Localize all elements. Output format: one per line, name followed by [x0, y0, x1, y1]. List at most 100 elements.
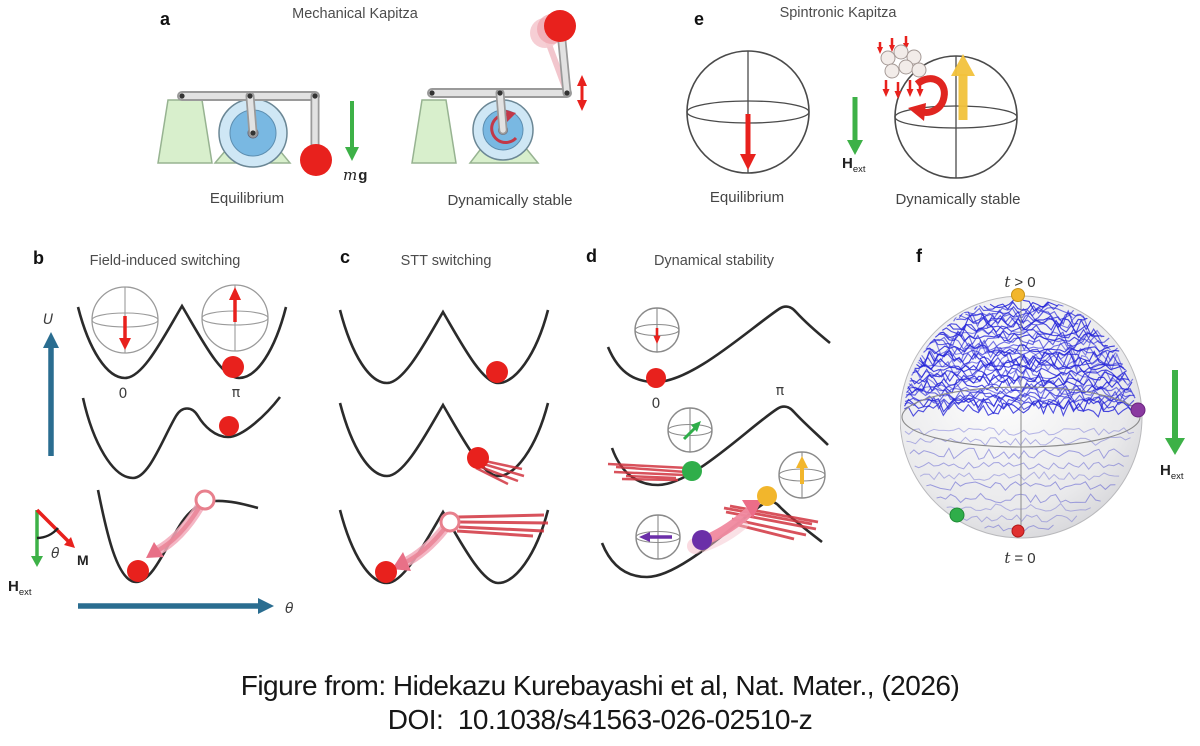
spin-up-arrow — [796, 456, 808, 468]
field-label: Hext — [1160, 462, 1184, 482]
bloch-sphere-rest — [634, 307, 680, 353]
pendulum-bob — [300, 144, 332, 176]
bloch-sphere-state-pi — [201, 284, 269, 352]
spin-current-electrons — [877, 36, 927, 99]
field-vector-arrow — [31, 556, 43, 567]
panel-b-letter: b — [33, 248, 44, 268]
panel-e: e Spintronic Kapitza Hext — [686, 5, 1021, 208]
field-arrow — [1165, 370, 1185, 455]
panel-d: d Dynamical stability 0 π — [586, 246, 831, 579]
double-well-curve — [338, 402, 550, 478]
well-zero-label: 0 — [119, 386, 128, 402]
spin-left-arrow — [639, 532, 650, 542]
dynamically-stable-label: Dynamically stable — [447, 192, 572, 209]
linkage-bars — [427, 26, 572, 135]
panel-e-title: Spintronic Kapitza — [780, 5, 898, 21]
bloch-sphere-dynamic — [894, 54, 1018, 179]
spin-up-arrow — [951, 54, 975, 76]
well-zero-label: 0 — [652, 396, 661, 412]
linkage-bars — [177, 91, 320, 151]
panel-b-title: Field-induced switching — [90, 253, 241, 269]
state-dot-green — [949, 507, 965, 523]
bloch-sphere-equilibrium — [686, 50, 810, 174]
panel-f: f t > 0 t = 0 Hext — [900, 246, 1185, 567]
state-ball-purple — [692, 530, 712, 550]
angle-label: θ — [51, 546, 60, 562]
caption-doi: DOI: 10.1038/s41563-026-02510-z — [387, 704, 813, 735]
double-well-curve — [338, 309, 550, 385]
time-zero-label: t = 0 — [1004, 549, 1035, 567]
oscillation-streaks — [607, 462, 689, 482]
bloch-sphere-tilted — [667, 407, 713, 453]
switching-arrow — [392, 524, 449, 571]
state-ball — [467, 447, 489, 469]
angle-axis-label: θ — [285, 601, 294, 617]
well-pi-label: π — [232, 385, 241, 401]
final-state-ball — [375, 561, 397, 583]
panel-d-letter: d — [586, 246, 597, 266]
state-ball — [222, 356, 244, 378]
well-pi-label: π — [776, 383, 785, 399]
energy-axis-label: U — [43, 312, 53, 328]
spin-up-arrow — [229, 287, 241, 300]
time-positive-label: t > 0 — [1004, 273, 1035, 291]
initial-state-dot-red — [1011, 524, 1025, 538]
oscillation-streaks — [456, 513, 549, 538]
bloch-sphere-inplane — [635, 514, 681, 560]
vibration-arrow — [577, 75, 587, 111]
panel-a-letter: a — [160, 9, 171, 29]
field-arrow — [847, 97, 863, 155]
panel-a-title: Mechanical Kapitza — [292, 6, 419, 22]
state-ball — [486, 361, 508, 383]
double-well-curve — [338, 509, 550, 585]
equilibrium-label: Equilibrium — [710, 189, 784, 206]
state-ball-yellow — [757, 486, 777, 506]
state-ball-green — [682, 461, 702, 481]
injection-arrow — [908, 75, 948, 121]
gravity-label: mg — [343, 166, 367, 184]
panel-c-letter: c — [340, 247, 350, 267]
angle-axis-arrow — [78, 598, 274, 614]
spin-down-arrow — [653, 336, 661, 344]
initial-state-circle — [439, 511, 461, 533]
energy-axis-arrow — [43, 332, 59, 456]
potential-curve — [606, 305, 831, 384]
spin-down-arrow — [740, 154, 756, 170]
state-dot-purple — [1130, 402, 1146, 418]
panel-a: a Mechanical Kapitza — [157, 6, 587, 209]
figure-caption: Figure from: Hidekazu Kurebayashi et al,… — [0, 669, 1200, 737]
field-label: Hext — [842, 155, 866, 175]
angle-arc — [36, 527, 59, 540]
spin-trajectories — [904, 298, 1136, 533]
field-magnetization-vectors — [31, 508, 75, 567]
spin-down-arrow — [119, 338, 131, 350]
tilted-well-curve — [81, 396, 282, 480]
panel-d-title: Dynamical stability — [654, 253, 775, 269]
magnetization-vector-arrow — [64, 537, 75, 548]
state-ball — [219, 416, 239, 436]
final-state-dot-yellow — [1011, 288, 1025, 302]
panel-c-title: STT switching — [401, 253, 492, 269]
panel-b: b Field-induced switching U 0 π — [8, 248, 294, 617]
pendulum-equilibrium-diagram — [157, 91, 332, 176]
caption-source: Figure from: Hidekazu Kurebayashi et al,… — [240, 670, 960, 701]
panel-f-letter: f — [916, 246, 923, 266]
pendulum-bob — [544, 10, 576, 42]
panel-c: c STT switching — [338, 247, 550, 585]
panel-e-letter: e — [694, 9, 704, 29]
double-well-curve — [76, 303, 288, 380]
bloch-sphere-state0 — [91, 286, 159, 354]
spin-tilted-arrow — [691, 421, 701, 432]
switching-arrow — [146, 503, 205, 558]
state-ball-red — [646, 368, 666, 388]
gravity-arrow — [345, 101, 359, 161]
field-label: Hext — [8, 578, 32, 598]
potential-curve — [610, 405, 829, 487]
magnetization-label: M — [77, 552, 89, 568]
final-state-ball — [127, 560, 149, 582]
initial-state-circle — [194, 489, 216, 511]
pendulum-dynamic-diagram — [411, 10, 587, 164]
equilibrium-label: Equilibrium — [210, 190, 284, 207]
dynamically-stable-label: Dynamically stable — [895, 191, 1020, 208]
